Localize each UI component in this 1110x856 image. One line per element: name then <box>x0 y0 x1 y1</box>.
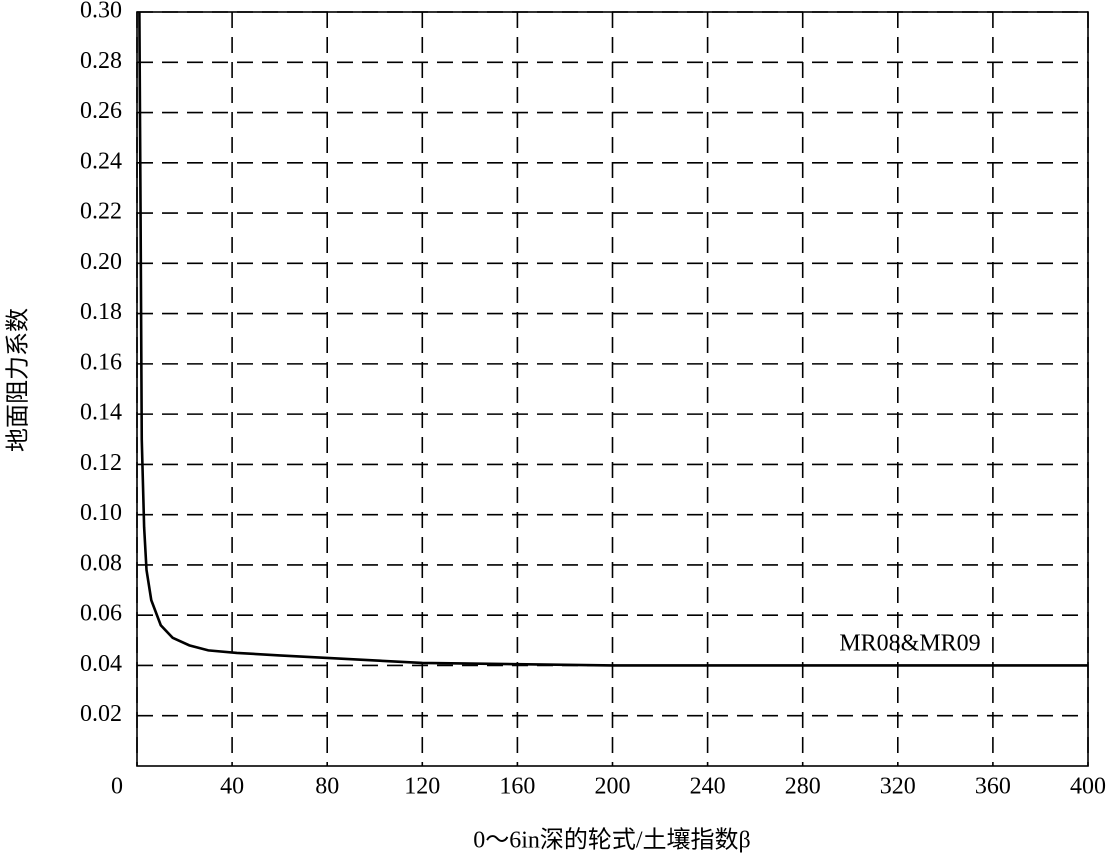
x-tick-label: 80 <box>315 774 339 800</box>
series-label: MR08&MR09 <box>839 631 980 657</box>
y-tick-label: 0.12 <box>80 450 122 476</box>
y-axis-label: 地面阻力系数 <box>5 308 32 452</box>
x-tick-label: 280 <box>785 774 821 800</box>
y-tick-label: 0.26 <box>80 98 122 124</box>
y-tick-label: 0.08 <box>80 550 122 576</box>
plot-frame <box>136 11 1089 767</box>
y-tick-label: 0.30 <box>80 0 122 24</box>
y-tick-label: 0.10 <box>80 500 122 526</box>
y-tick-label: 0.22 <box>80 199 122 225</box>
y-tick-label: 0.06 <box>80 601 122 627</box>
x-tick-label: 40 <box>220 774 244 800</box>
x-tick-label: 200 <box>595 774 631 800</box>
x-tick-label: 400 <box>1070 774 1106 800</box>
x-axis-label: 0～6in深的轮式/土壤指数β <box>473 827 751 854</box>
x-tick-label: 320 <box>880 774 916 800</box>
y-tick-label: 0.04 <box>80 651 122 677</box>
x-tick-label: 360 <box>975 774 1011 800</box>
y-tick-label: 0.16 <box>80 349 122 375</box>
x-tick-label: 0 <box>111 774 123 800</box>
y-tick-label: 0.14 <box>80 400 122 426</box>
data-line <box>138 11 1088 667</box>
x-tick-label: 160 <box>499 774 535 800</box>
y-tick-label: 0.20 <box>80 249 122 275</box>
x-tick-label: 240 <box>690 774 726 800</box>
y-tick-label: 0.02 <box>80 701 122 727</box>
y-tick-label: 0.18 <box>80 299 122 325</box>
y-tick-label: 0.28 <box>80 48 122 74</box>
x-tick-label: 120 <box>404 774 440 800</box>
y-tick-label: 0.24 <box>80 148 122 174</box>
